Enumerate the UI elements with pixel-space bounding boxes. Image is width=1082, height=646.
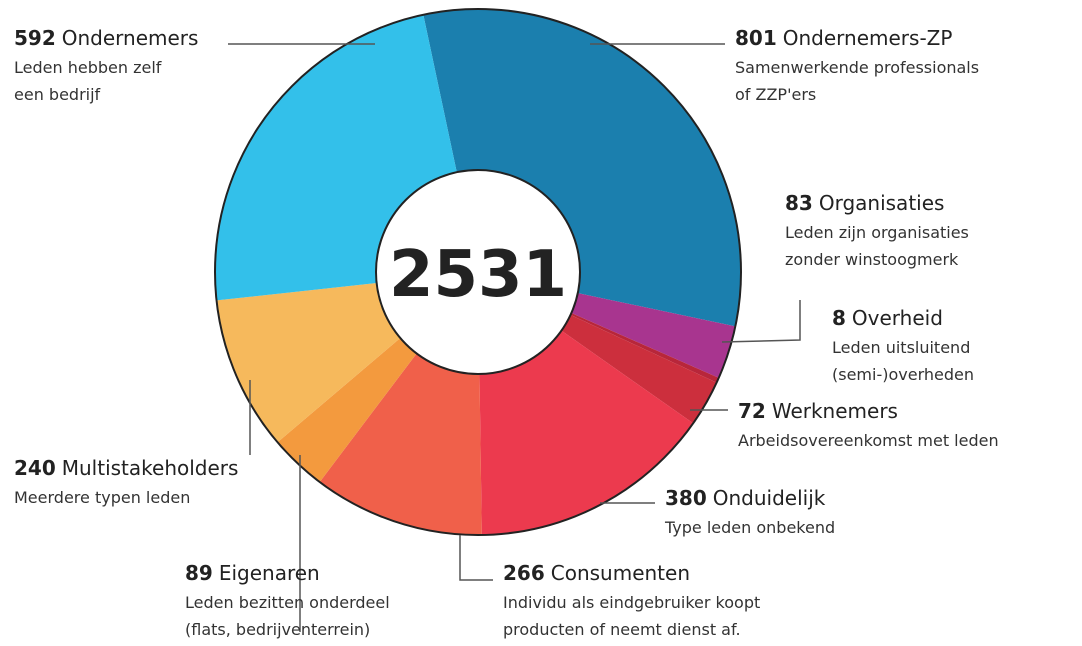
category-label: Multistakeholders [62, 456, 239, 480]
value-label: 592 [14, 26, 56, 50]
category-label: Eigenaren [219, 561, 320, 585]
value-label: 380 [665, 486, 707, 510]
category-label: Overheid [852, 306, 943, 330]
description: zonder winstoogmerk [785, 250, 959, 269]
slice [561, 314, 717, 424]
description: (flats, bedrijventerrein) [185, 620, 370, 639]
donut-hole [375, 169, 581, 375]
description: Leden uitsluitend [832, 338, 970, 357]
value-label: 801 [735, 26, 777, 50]
slice [570, 313, 719, 383]
label: 380 Onduidelijk [665, 486, 826, 510]
description: Individu als eindgebruiker koopt [503, 593, 760, 612]
description: Leden hebben zelf [14, 58, 162, 77]
donut-outline [214, 8, 742, 536]
label: 83 Organisaties [785, 191, 944, 215]
value-label: 72 [738, 399, 766, 423]
category-label: Onduidelijk [713, 486, 826, 510]
label: 89 Eigenaren [185, 561, 320, 585]
slice [479, 330, 694, 535]
label: 8 Overheid [832, 306, 943, 330]
description: Type leden onbekend [664, 518, 835, 537]
description: een bedrijf [14, 85, 101, 104]
description: Leden bezitten onderdeel [185, 593, 390, 612]
leader-line [721, 300, 801, 343]
description: Leden zijn organisaties [785, 223, 969, 242]
total: 2531 [389, 238, 567, 312]
label: 72 Werknemers [738, 399, 898, 423]
description: Meerdere typen leden [14, 488, 190, 507]
slice [216, 283, 401, 443]
description: of ZZP'ers [735, 85, 816, 104]
label: 240 Multistakeholders [14, 456, 238, 480]
label: 592 Ondernemers [14, 26, 198, 50]
category-label: Ondernemers-ZP [783, 26, 953, 50]
description: producten of neemt dienst af. [503, 620, 741, 639]
slice [277, 338, 417, 483]
leader-line [459, 535, 493, 581]
category-label: Organisaties [819, 191, 945, 215]
slice [215, 14, 457, 301]
label: 801 Ondernemers-ZP [735, 26, 952, 50]
value-label: 83 [785, 191, 813, 215]
description: (semi-)overheden [832, 365, 974, 384]
value-label: 266 [503, 561, 545, 585]
category-label: Consumenten [551, 561, 690, 585]
description: Arbeidsovereenkomst met leden [738, 431, 999, 450]
description: Samenwerkende professionals [735, 58, 979, 77]
label: 266 Consumenten [503, 561, 690, 585]
value-label: 89 [185, 561, 213, 585]
value-label: 8 [832, 306, 846, 330]
slice [423, 8, 741, 327]
slice [319, 353, 482, 535]
category-label: Werknemers [772, 399, 898, 423]
category-label: Ondernemers [62, 26, 199, 50]
slice [571, 293, 736, 378]
value-label: 240 [14, 456, 56, 480]
